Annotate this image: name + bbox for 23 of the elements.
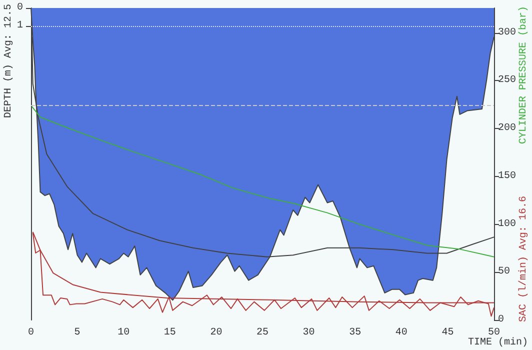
y2-tick-label: 0: [498, 314, 504, 326]
x-tick-label: 25: [256, 328, 269, 338]
y2-tick-label: 150: [498, 170, 516, 182]
x-tick-label: 50: [488, 328, 500, 338]
y-axis-title: DEPTH (m) Avg: 12.5: [2, 4, 14, 118]
x-tick-label: 5: [74, 328, 80, 338]
x-tick-label: 35: [349, 328, 362, 338]
y-tick-label: 1: [16, 20, 23, 32]
x-tick-label: 10: [118, 328, 130, 338]
y2-tick-label: 250: [498, 75, 516, 86]
y2-axis-title: CYLINDER PRESSURE (bar): [518, 6, 530, 144]
x-tick-label: 40: [395, 328, 408, 338]
y2-tick-label: 100: [498, 218, 516, 230]
y2-tick-label: 300: [498, 27, 516, 38]
x-tick-label: 45: [442, 328, 454, 338]
x-tick-label: 20: [210, 328, 222, 338]
y2-tick-label: 200: [498, 123, 516, 134]
x-axis-title: TIME (min): [468, 336, 528, 348]
x-tick-label: 15: [164, 328, 176, 338]
y2-tick-label: 50: [498, 266, 510, 278]
y3-axis-title: SAC (l/min) Avg: 16.6: [518, 196, 530, 322]
x-tick-label: 30: [302, 328, 315, 338]
x-tick-label: 0: [28, 328, 34, 338]
